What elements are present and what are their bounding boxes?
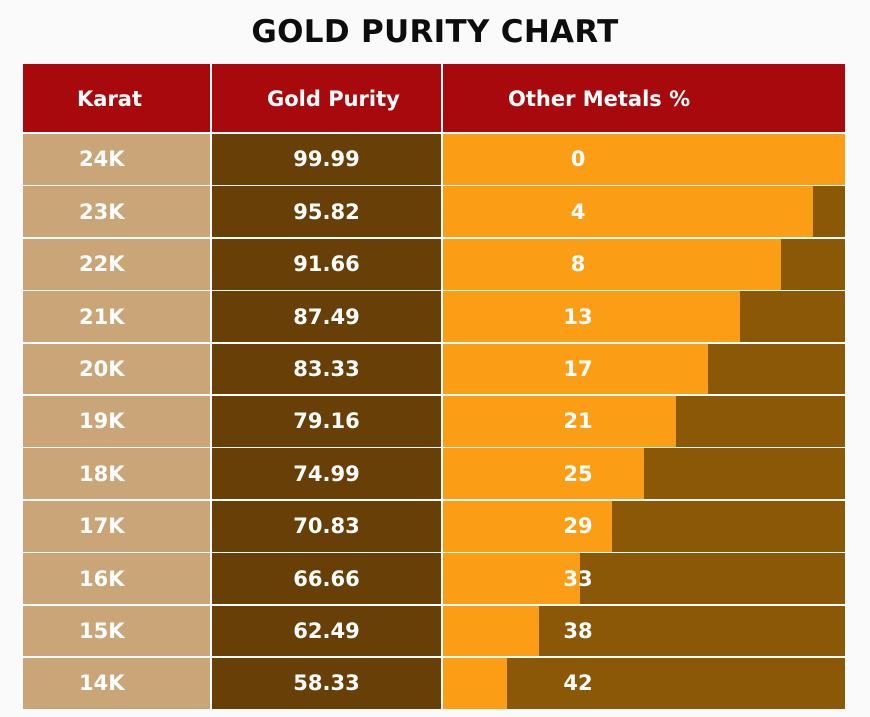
karat-cell: 19K [23, 396, 210, 447]
gold-purity-cell: 91.66 [212, 238, 441, 290]
other-metals-value: 0 [570, 147, 586, 172]
karat-cell: 16K [23, 553, 210, 604]
gold-purity-cell: 62.49 [212, 605, 441, 657]
karat-value: 23K [79, 199, 125, 224]
gold-purity-value: 58.33 [293, 671, 360, 696]
other-metals-cell: 13 [443, 291, 845, 342]
other-metals-bar [443, 186, 813, 238]
other-metals-bar [443, 396, 677, 447]
karat-value: 20K [79, 356, 125, 381]
other-metals-bar [443, 343, 709, 395]
gold-purity-cell: 58.33 [212, 658, 441, 709]
karat-value: 16K [79, 566, 125, 591]
karat-cell: 18K [23, 448, 210, 500]
header-gold-purity-label: Gold Purity [267, 87, 400, 111]
gold-purity-cell: 83.33 [212, 343, 441, 395]
karat-value: 18K [79, 461, 125, 486]
gold-purity-table: Karat Gold Purity Other Metals % 24K 99.9… [23, 64, 845, 709]
karat-cell: 15K [23, 605, 210, 657]
other-metals-cell: 42 [443, 658, 845, 709]
karat-cell: 20K [23, 343, 210, 395]
other-metals-value: 21 [563, 409, 593, 434]
other-metals-bar [443, 500, 612, 552]
karat-value: 24K [79, 147, 125, 172]
other-metals-bar [443, 658, 508, 709]
other-metals-bar [443, 605, 540, 657]
karat-value: 14K [79, 671, 125, 696]
header-karat: Karat [23, 64, 210, 132]
other-metals-bar [443, 448, 644, 500]
header-karat-label: Karat [77, 87, 143, 111]
karat-cell: 17K [23, 500, 210, 552]
other-metals-bar [443, 238, 781, 290]
header-other-metals-label: Other Metals % [508, 87, 691, 111]
other-metals-cell: 4 [443, 186, 845, 238]
other-metals-value: 8 [570, 252, 586, 277]
other-metals-bar [443, 291, 741, 342]
gold-purity-value: 87.49 [293, 304, 360, 329]
gold-purity-value: 70.83 [293, 514, 360, 539]
karat-cell: 24K [23, 134, 210, 185]
gold-purity-cell: 66.66 [212, 553, 441, 604]
other-metals-value: 42 [563, 671, 593, 696]
other-metals-value: 25 [563, 461, 593, 486]
other-metals-cell: 25 [443, 448, 845, 500]
gold-purity-value: 83.33 [293, 356, 360, 381]
header-other-metals: Other Metals % [443, 64, 845, 132]
other-metals-cell: 17 [443, 343, 845, 395]
gold-purity-cell: 87.49 [212, 291, 441, 342]
gold-purity-cell: 70.83 [212, 500, 441, 552]
gold-purity-value: 95.82 [293, 199, 360, 224]
karat-value: 15K [79, 618, 125, 643]
other-metals-cell: 0 [443, 134, 845, 185]
gold-purity-value: 91.66 [293, 252, 360, 277]
karat-value: 21K [79, 304, 125, 329]
other-metals-bar [443, 553, 580, 604]
gold-purity-cell: 74.99 [212, 448, 441, 500]
other-metals-value: 4 [570, 199, 586, 224]
karat-value: 17K [79, 514, 125, 539]
gold-purity-value: 74.99 [293, 461, 360, 486]
gold-purity-cell: 99.99 [212, 134, 441, 185]
gold-purity-value: 99.99 [293, 147, 360, 172]
karat-cell: 23K [23, 186, 210, 238]
other-metals-value: 17 [563, 356, 593, 381]
chart-title: GOLD PURITY CHART [251, 14, 619, 50]
header-gold-purity: Gold Purity [212, 64, 441, 132]
gold-purity-value: 79.16 [293, 409, 360, 434]
gold-purity-cell: 95.82 [212, 186, 441, 238]
karat-value: 19K [79, 409, 125, 434]
other-metals-cell: 21 [443, 396, 845, 447]
other-metals-value: 29 [563, 514, 593, 539]
karat-cell: 14K [23, 658, 210, 709]
karat-cell: 22K [23, 238, 210, 290]
other-metals-bar [443, 134, 845, 185]
karat-cell: 21K [23, 291, 210, 342]
karat-value: 22K [79, 252, 125, 277]
other-metals-cell: 33 [443, 553, 845, 604]
other-metals-value: 33 [563, 566, 593, 591]
gold-purity-value: 66.66 [293, 566, 360, 591]
other-metals-cell: 38 [443, 605, 845, 657]
gold-purity-cell: 79.16 [212, 396, 441, 447]
other-metals-cell: 8 [443, 238, 845, 290]
other-metals-value: 38 [563, 618, 593, 643]
gold-purity-value: 62.49 [293, 618, 360, 643]
other-metals-value: 13 [563, 304, 593, 329]
other-metals-cell: 29 [443, 500, 845, 552]
